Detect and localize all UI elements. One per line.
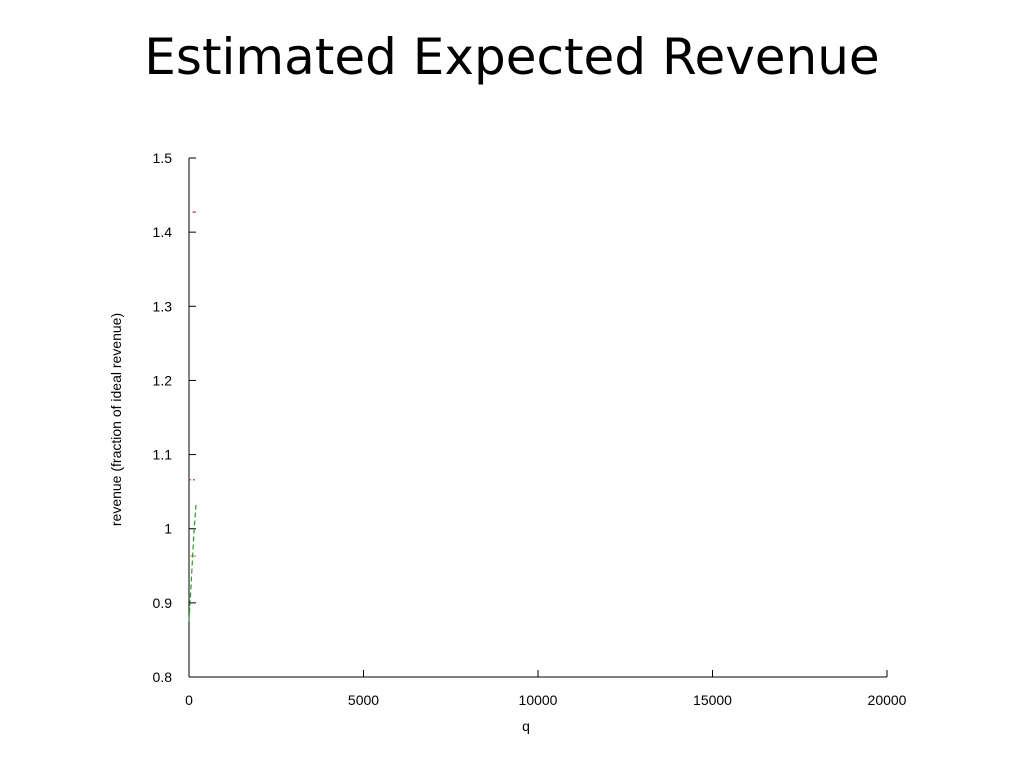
y-tick-label: 1	[164, 521, 172, 537]
x-tick-label: 20000	[868, 692, 907, 708]
x-tick-label: 15000	[693, 692, 732, 708]
slide-title: Estimated Expected Revenue	[144, 28, 880, 86]
y-tick-label: 1.3	[153, 298, 173, 314]
y-tick-label: 1.2	[153, 372, 173, 388]
series-line	[188, 504, 197, 622]
y-axis: 0.8 0.9 1 1.1 1.2 1.3 1.4 1.5	[153, 150, 196, 685]
y-tick-label: 1.5	[153, 150, 173, 166]
x-tick-label: 5000	[348, 692, 379, 708]
y-tick-label: 1.4	[153, 224, 173, 240]
y-tick-label: 1.1	[153, 447, 173, 463]
y-axis-label: revenue (fraction of ideal revenue)	[108, 313, 124, 526]
series-group	[188, 211, 197, 622]
y-tick-label: 0.8	[153, 669, 173, 685]
x-tick-label: 0	[185, 692, 193, 708]
x-axis-label: q	[522, 718, 530, 734]
x-axis: 0 5000 10000 15000 20000	[185, 670, 907, 708]
x-tick-label: 10000	[519, 692, 558, 708]
y-tick-label: 0.9	[153, 595, 173, 611]
